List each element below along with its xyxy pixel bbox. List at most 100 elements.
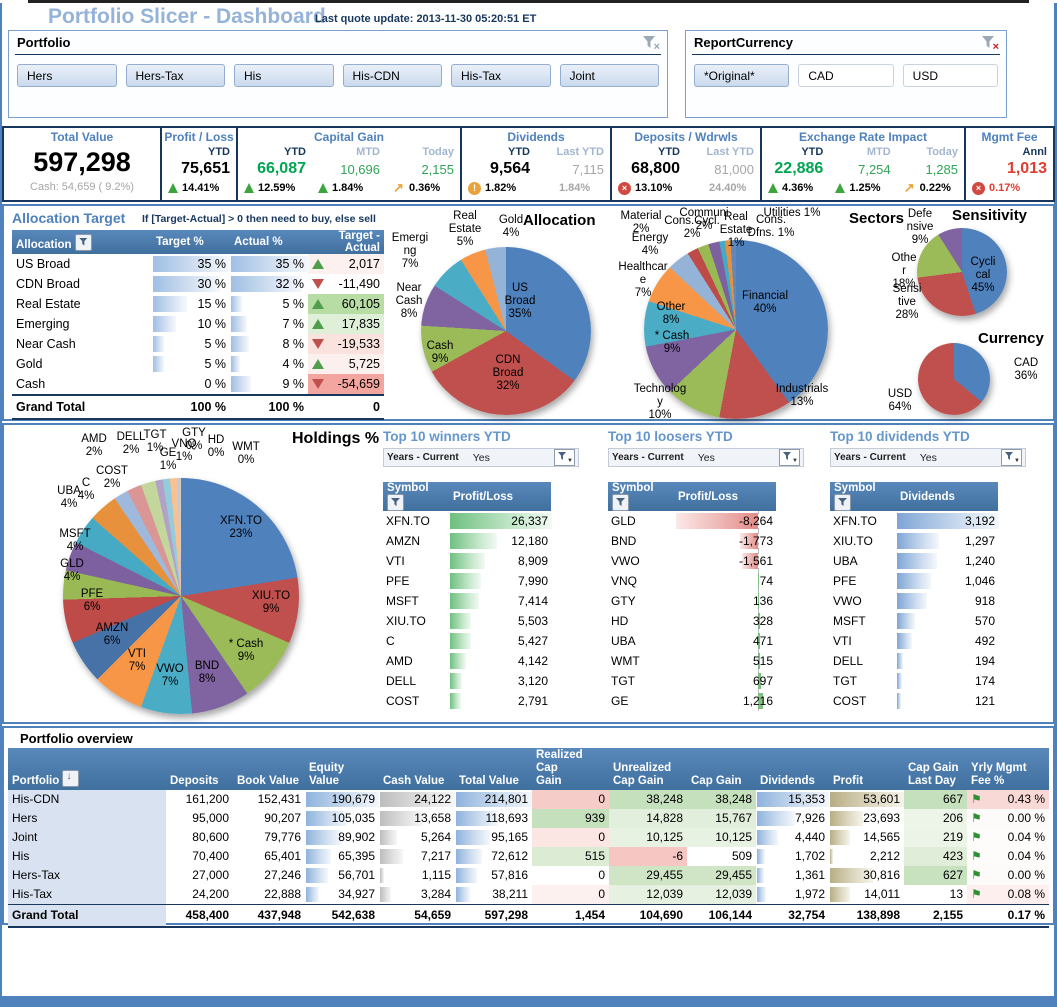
allocation-pie-chart: Allocation US Broad 35% CDN Broad 32% Ca… bbox=[385, 206, 620, 419]
negative-data-bar bbox=[740, 533, 758, 549]
pie-label: CDN Broad 32% bbox=[492, 354, 524, 392]
kpi-trend-icon bbox=[972, 181, 985, 195]
pie-label: Real Estate 5% bbox=[448, 210, 482, 248]
trend-triangle-icon bbox=[312, 339, 324, 349]
slicer-button[interactable]: CAD bbox=[798, 64, 894, 87]
portfolio-row: Joint 80,600 79,776 89,902 5,264 95,165 … bbox=[8, 827, 1049, 847]
kpi-mgmt-fee: Mgmt Fee Annl 1,013 0.17% bbox=[966, 128, 1053, 200]
kpi-column: YTD 66,087 12.59% bbox=[238, 146, 312, 200]
trend-triangle-icon bbox=[312, 299, 324, 309]
pie bbox=[421, 247, 591, 415]
report-currency-slicer-title: ReportCurrency bbox=[694, 35, 793, 50]
data-bar bbox=[380, 886, 391, 902]
allocation-row: CDN Broad 30 % 32 % -11,490 bbox=[12, 274, 384, 294]
value-cell: 26,337 bbox=[449, 511, 552, 531]
value-cell: 74 bbox=[674, 571, 776, 591]
sort-icon[interactable] bbox=[62, 770, 80, 788]
data-bar bbox=[897, 673, 903, 689]
symbol: GLD bbox=[611, 514, 636, 528]
winner-row: AMZN 12,180 bbox=[383, 531, 551, 551]
dividends-cell: 15,353 bbox=[756, 790, 829, 809]
symbol: XFN.TO bbox=[386, 514, 430, 528]
slicer-button[interactable]: *Original* bbox=[694, 64, 790, 87]
kpi-percent: 1.82% bbox=[485, 182, 517, 194]
slicer-button[interactable]: Hers-Tax bbox=[125, 64, 225, 87]
cap-gain-cell: 12,039 bbox=[687, 884, 756, 905]
cap-gain-last-day-cell: 423 bbox=[904, 846, 967, 866]
value-cell: 1,297 bbox=[896, 531, 998, 551]
kpi-period-label: Today bbox=[422, 146, 454, 158]
flag-icon: ⚑ bbox=[971, 811, 982, 826]
target-minus-actual-cell: -19,533 bbox=[308, 334, 384, 354]
cap-gain-cell: 38,248 bbox=[687, 789, 756, 809]
data-bar bbox=[757, 791, 829, 807]
data-bar bbox=[757, 867, 764, 883]
value-cell: -8,264 bbox=[674, 511, 776, 531]
bar-axis bbox=[757, 531, 759, 551]
slicer-button[interactable]: His-CDN bbox=[342, 64, 442, 87]
report-currency-slicer: ReportCurrency *Original* CAD USD bbox=[685, 30, 1007, 118]
symbol: AMZN bbox=[386, 534, 420, 548]
pie-label: Emergi ng 7% bbox=[391, 232, 429, 270]
data-bar bbox=[456, 829, 490, 845]
filter-value: Yes bbox=[697, 451, 715, 464]
symbol: VNQ bbox=[611, 574, 638, 588]
data-bar bbox=[231, 376, 252, 392]
portfolio-slicer-buttons: Hers Hers-Tax His His-CDN His-Tax Joint bbox=[9, 55, 667, 96]
data-bar bbox=[830, 810, 863, 826]
kpi-column: Annl 1,013 0.17% bbox=[966, 146, 1053, 200]
data-bar bbox=[450, 553, 485, 569]
slicer-button-label: His-CDN bbox=[352, 68, 400, 83]
slicer-button[interactable]: USD bbox=[902, 64, 998, 87]
sensitivity-pie-chart: Sensitivity Cycli cal 45% Sensi tive 28%… bbox=[860, 206, 1053, 338]
unrealized-cap-gain-cell: -6 bbox=[609, 846, 687, 866]
pie-label: US Broad 35% bbox=[504, 282, 536, 320]
filter-sort-icon[interactable] bbox=[387, 494, 404, 511]
filter-sort-icon[interactable] bbox=[74, 233, 92, 251]
kpi-trend-icon bbox=[768, 183, 778, 193]
flag-icon: ⚑ bbox=[971, 792, 982, 807]
slicer-button[interactable]: His-Tax bbox=[451, 64, 551, 87]
yrly-mgmt-fee-cell: ⚑ 0.00 % bbox=[967, 865, 1049, 885]
filter-dropdown-icon[interactable] bbox=[1001, 449, 1022, 466]
slicer-button[interactable]: Hers bbox=[17, 64, 117, 87]
yrly-mgmt-fee-cell: ⚑ 0.00 % bbox=[967, 808, 1049, 828]
slicer-button-label: Hers-Tax bbox=[135, 68, 184, 83]
data-bar bbox=[306, 829, 341, 845]
kpi-value: 7,254 bbox=[858, 162, 891, 177]
data-bar bbox=[380, 829, 397, 845]
page-title: Portfolio Slicer - Dashboard bbox=[48, 5, 326, 28]
data-bar bbox=[456, 886, 470, 902]
clear-filter-icon[interactable] bbox=[980, 35, 999, 53]
kpi-title: Capital Gain bbox=[313, 130, 384, 144]
filter-sort-icon[interactable] bbox=[834, 494, 851, 511]
data-bar bbox=[830, 886, 850, 902]
clear-filter-icon[interactable] bbox=[641, 35, 660, 53]
data-bar bbox=[757, 829, 779, 845]
column-header-cap-gain: Cap Gain bbox=[687, 748, 756, 790]
book-value-cell: 22,888 bbox=[264, 887, 301, 902]
kpi-value: 22,886 bbox=[774, 160, 824, 177]
slicer-button-label: Joint bbox=[569, 68, 595, 83]
data-bar bbox=[456, 791, 532, 807]
filter-sort-icon[interactable] bbox=[612, 494, 629, 511]
symbol: C bbox=[386, 634, 395, 648]
slicer-button[interactable]: His bbox=[234, 64, 334, 87]
book-value-cell: 79,776 bbox=[264, 830, 301, 845]
slicer-button[interactable]: Joint bbox=[559, 64, 659, 87]
chart-title: Sectors bbox=[849, 210, 905, 227]
filter-dropdown-icon[interactable] bbox=[554, 449, 575, 466]
data-bar bbox=[380, 867, 384, 883]
kpi-value: 75,651 bbox=[181, 160, 230, 177]
cap-gain-cell: 29,455 bbox=[687, 865, 756, 885]
target-pct-cell: 30 % bbox=[152, 274, 230, 294]
kpi-percent: 13.10% bbox=[635, 182, 673, 194]
pie-label: Financial 40% bbox=[741, 290, 789, 315]
allocation-name: Cash bbox=[16, 377, 46, 391]
kpi-percent: 1.84% bbox=[559, 182, 591, 194]
target-minus-actual-cell: 2,017 bbox=[308, 254, 384, 274]
data-bar bbox=[897, 613, 916, 629]
filter-dropdown-icon[interactable] bbox=[779, 449, 800, 466]
pie-label: Gold 4% bbox=[498, 214, 524, 239]
data-bar bbox=[306, 791, 379, 807]
